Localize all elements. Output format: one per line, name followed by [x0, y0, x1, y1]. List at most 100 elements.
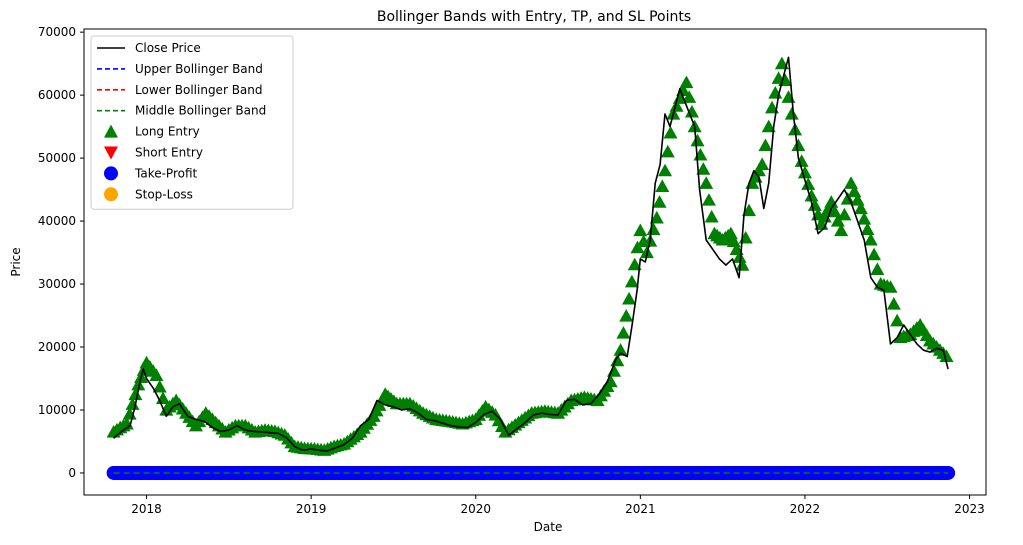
y-tick-label: 30000 — [38, 277, 76, 291]
long-entry-point — [755, 157, 770, 170]
long-entry-point — [886, 296, 901, 310]
long-entry-point — [794, 154, 809, 167]
long-entry-point — [791, 138, 806, 152]
long-entry-point — [624, 274, 639, 288]
long-entry-point — [701, 193, 716, 206]
legend-item: Stop-Loss — [104, 187, 193, 202]
long-entry-point — [883, 280, 898, 293]
long-entry-point — [890, 313, 905, 327]
legend-label: Stop-Loss — [135, 187, 193, 201]
long-entry-point — [627, 257, 642, 271]
long-entry-point — [939, 349, 954, 363]
x-tick-label: 2020 — [460, 502, 491, 516]
legend-swatch — [104, 166, 118, 181]
y-tick-label: 60000 — [38, 88, 76, 102]
long-entry-point — [867, 247, 882, 261]
legend-label: Upper Bollinger Band — [135, 62, 263, 76]
long-entry-point — [619, 308, 634, 322]
long-entry-point — [699, 176, 714, 189]
long-entry-point — [804, 188, 819, 202]
legend-label: Take-Profit — [134, 166, 198, 180]
long-entry-point — [781, 90, 796, 103]
close-price-line — [113, 56, 949, 452]
long-entry-point — [863, 232, 878, 246]
long-entry-point — [735, 258, 750, 271]
long-entry-point — [682, 90, 697, 103]
long-entry-point — [827, 204, 842, 218]
long-entry-point — [603, 374, 618, 388]
long-entry-point — [152, 379, 167, 393]
y-tick-label: 40000 — [38, 214, 76, 228]
y-tick-label: 20000 — [38, 340, 76, 354]
long-entry-point — [738, 230, 753, 244]
x-tick-label: 2022 — [790, 502, 821, 516]
long-entry-point — [834, 223, 849, 237]
long-entry-point — [660, 144, 675, 158]
long-entry-point — [741, 203, 756, 217]
long-entry-point — [801, 177, 816, 190]
x-axis: 2018 2019 2020 2021 2022 2023 — [131, 495, 985, 516]
long-entry-point — [870, 262, 885, 275]
legend-swatch — [104, 146, 118, 160]
long-entry-point — [784, 107, 799, 120]
long-entry-point — [676, 83, 691, 96]
long-entry-point — [690, 133, 705, 147]
long-entry-point — [613, 343, 628, 356]
long-entry-point — [693, 147, 708, 161]
long-entry-point — [616, 326, 631, 339]
long-entry-point — [128, 387, 143, 401]
legend-item: Upper Bollinger Band — [97, 62, 263, 76]
x-axis-label: Date — [534, 520, 563, 534]
long-entry-point — [633, 223, 648, 237]
legend-item: Take-Profit — [104, 166, 198, 181]
long-entry-point — [860, 222, 875, 236]
long-entry-point — [658, 163, 673, 177]
long-entry-point — [131, 377, 146, 391]
legend-item: Middle Bollinger Band — [97, 104, 266, 118]
long-entry-point — [125, 397, 140, 410]
legend-item: Long Entry — [104, 124, 200, 139]
long-entry-point — [684, 104, 699, 118]
legend: Close Price Upper Bollinger Band Lower Bol… — [90, 35, 294, 210]
long-entry-point — [761, 119, 776, 133]
long-entry-point — [837, 207, 852, 221]
legend-swatch — [104, 187, 118, 202]
long-entry-point — [696, 162, 711, 175]
legend-label: Lower Bollinger Band — [135, 83, 263, 97]
long-entry-point — [758, 138, 773, 152]
y-axis-label: Price — [9, 247, 23, 276]
legend-swatch — [104, 124, 118, 138]
chart-title: Bollinger Bands with Entry, TP, and SL P… — [377, 9, 691, 25]
long-entry-point — [622, 291, 637, 305]
long-entry-point — [853, 201, 868, 215]
legend-item: Close Price — [97, 41, 201, 55]
x-tick-label: 2023 — [954, 502, 985, 516]
long-entry-point — [649, 210, 664, 224]
long-entry-point — [655, 179, 670, 193]
long-entry-point — [704, 209, 719, 223]
legend-item: Short Entry — [104, 146, 203, 160]
plot-frame — [83, 28, 987, 496]
plot-data — [106, 56, 956, 480]
long-entry-point — [663, 125, 678, 139]
x-tick-label: 2018 — [131, 502, 162, 516]
legend-label: Short Entry — [135, 146, 203, 160]
legend-label: Long Entry — [135, 125, 200, 139]
legend-box — [90, 35, 294, 210]
y-axis: 0 10000 20000 30000 40000 50000 60000 70000 — [38, 25, 84, 480]
legend-label: Middle Bollinger Band — [135, 104, 266, 118]
long-entry-point — [652, 195, 667, 208]
x-tick-label: 2021 — [625, 502, 656, 516]
legend-item: Lower Bollinger Band — [97, 83, 263, 97]
long-entry-point — [669, 99, 684, 112]
y-tick-label: 70000 — [38, 25, 76, 39]
long-entry-point — [857, 211, 872, 225]
long-entry-point — [797, 165, 812, 179]
long-entry-point — [149, 368, 164, 381]
long-entry-point — [679, 75, 694, 89]
legend-label: Close Price — [135, 41, 201, 55]
y-tick-label: 10000 — [38, 403, 76, 417]
long-entry-point — [807, 198, 822, 211]
y-tick-label: 50000 — [38, 151, 76, 165]
